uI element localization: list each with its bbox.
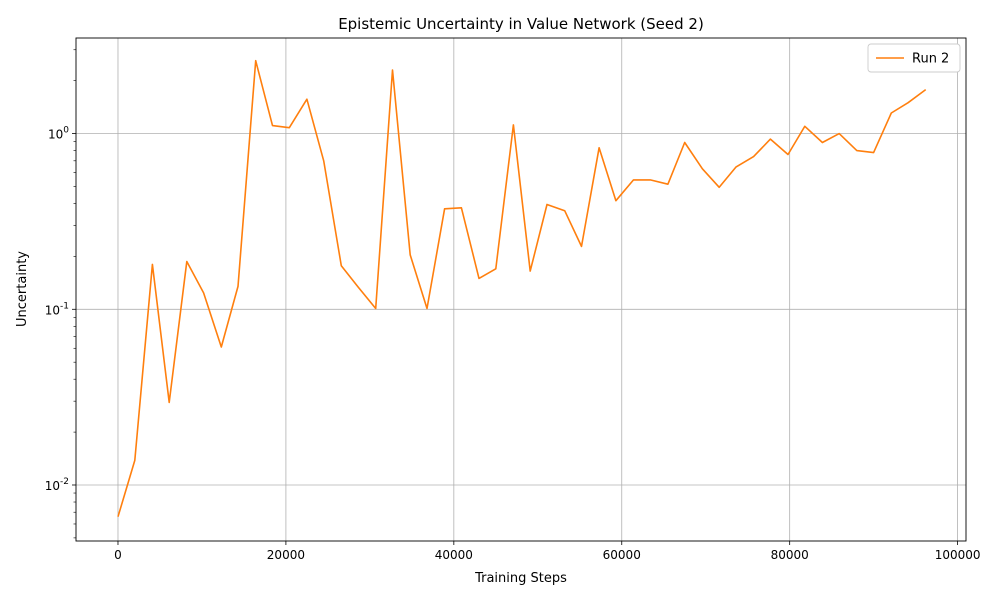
grid-lines	[76, 38, 966, 541]
x-axis-label: Training Steps	[474, 571, 567, 586]
x-tick-label: 20000	[267, 548, 305, 562]
x-tick-label: 100000	[935, 548, 981, 562]
x-tick-label: 60000	[603, 548, 641, 562]
y-tick-label: 10-2	[45, 477, 69, 493]
x-tick-label: 0	[114, 548, 122, 562]
series-line	[117, 59, 927, 517]
legend-box	[867, 43, 961, 73]
axes: 0 20000 40000 60000 80000 100000 10-2 10-1 100	[45, 37, 981, 562]
y-tick-label: 100	[48, 126, 69, 142]
x-tick-label: 40000	[435, 548, 473, 562]
x-tick-label: 80000	[771, 548, 809, 562]
series-lines	[117, 59, 927, 517]
plot-frame	[75, 37, 967, 542]
y-tick-label: 10-1	[45, 301, 69, 317]
chart-title: Epistemic Uncertainty in Value Network (…	[338, 15, 704, 33]
legend: Run 2	[867, 43, 961, 73]
legend-label: Run 2	[912, 52, 949, 67]
y-axis-label: Uncertainty	[15, 251, 30, 327]
